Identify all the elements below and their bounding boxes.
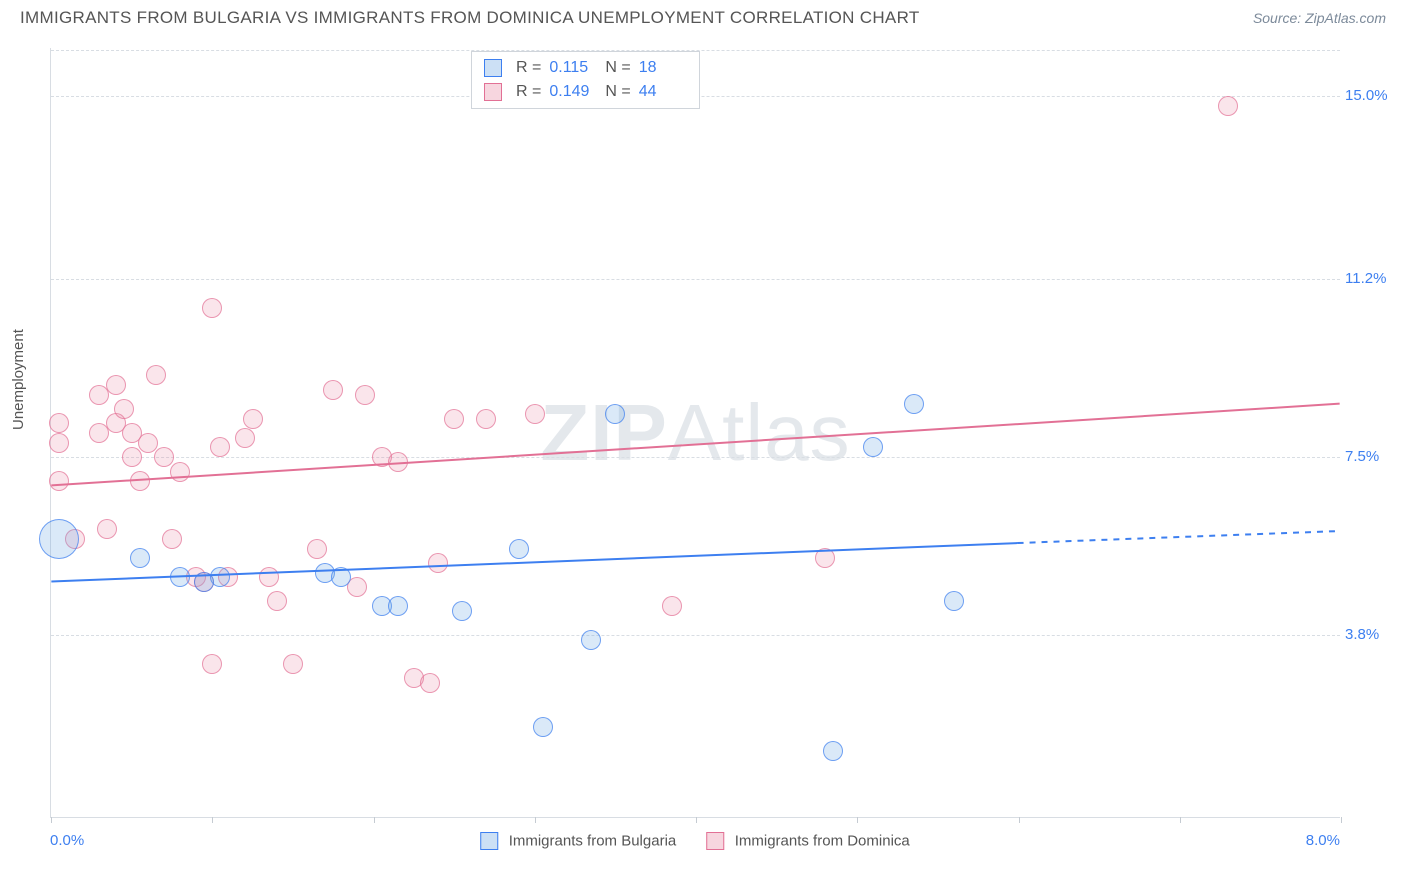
trendline (1018, 531, 1340, 543)
data-point-pink (444, 409, 464, 429)
data-point-pink (122, 447, 142, 467)
data-point-pink (146, 365, 166, 385)
y-tick-label: 11.2% (1345, 270, 1400, 287)
data-point-pink (210, 437, 230, 457)
x-tick (51, 817, 52, 823)
data-point-blue (605, 404, 625, 424)
data-point-blue (509, 539, 529, 559)
data-point-pink (267, 591, 287, 611)
data-point-blue (533, 717, 553, 737)
x-tick (1180, 817, 1181, 823)
data-point-blue (130, 548, 150, 568)
stats-legend-row-pink: R = 0.149 N = 44 (484, 80, 687, 104)
watermark: ZIPAtlas (540, 387, 850, 479)
data-point-blue (863, 437, 883, 457)
data-point-pink (355, 385, 375, 405)
data-point-pink (815, 548, 835, 568)
data-point-blue (904, 394, 924, 414)
chart-header: IMMIGRANTS FROM BULGARIA VS IMMIGRANTS F… (0, 0, 1406, 32)
data-point-blue (39, 519, 79, 559)
data-point-pink (49, 413, 69, 433)
gridline (51, 279, 1340, 280)
x-tick (857, 817, 858, 823)
data-point-blue (944, 591, 964, 611)
swatch-pink-icon (706, 832, 724, 850)
gridline (51, 635, 1340, 636)
data-point-blue (581, 630, 601, 650)
data-point-pink (259, 567, 279, 587)
y-tick-label: 3.8% (1345, 626, 1400, 643)
swatch-pink-icon (484, 83, 502, 101)
series-legend: Immigrants from Bulgaria Immigrants from… (480, 832, 910, 850)
data-point-pink (235, 428, 255, 448)
x-min-label: 0.0% (50, 832, 84, 849)
data-point-blue (823, 741, 843, 761)
stats-legend-row-blue: R = 0.115 N = 18 (484, 56, 687, 80)
data-point-pink (114, 399, 134, 419)
data-point-pink (202, 298, 222, 318)
data-point-pink (283, 654, 303, 674)
data-point-pink (170, 462, 190, 482)
x-tick (374, 817, 375, 823)
stats-legend: R = 0.115 N = 18 R = 0.149 N = 44 (471, 51, 700, 109)
x-max-label: 8.0% (1306, 832, 1340, 849)
data-point-pink (323, 380, 343, 400)
data-point-pink (162, 529, 182, 549)
data-point-pink (106, 375, 126, 395)
chart-title: IMMIGRANTS FROM BULGARIA VS IMMIGRANTS F… (20, 8, 920, 28)
data-point-pink (202, 654, 222, 674)
data-point-pink (130, 471, 150, 491)
x-tick (212, 817, 213, 823)
data-point-pink (525, 404, 545, 424)
x-axis-labels: 0.0% Immigrants from Bulgaria Immigrants… (50, 832, 1340, 857)
y-axis-label: Unemployment (10, 329, 27, 430)
gridline (51, 457, 1340, 458)
x-tick (1341, 817, 1342, 823)
data-point-pink (428, 553, 448, 573)
data-point-pink (97, 519, 117, 539)
source-label: Source: ZipAtlas.com (1253, 10, 1386, 26)
data-point-pink (243, 409, 263, 429)
data-point-blue (331, 567, 351, 587)
data-point-pink (154, 447, 174, 467)
data-point-pink (388, 452, 408, 472)
data-point-blue (170, 567, 190, 587)
data-point-pink (1218, 96, 1238, 116)
plot-area: ZIPAtlas R = 0.115 N = 18 R = 0.149 N = … (50, 48, 1340, 818)
data-point-pink (307, 539, 327, 559)
data-point-pink (420, 673, 440, 693)
x-tick (1019, 817, 1020, 823)
legend-item-dominica: Immigrants from Dominica (706, 832, 910, 850)
data-point-blue (210, 567, 230, 587)
y-tick-label: 7.5% (1345, 448, 1400, 465)
data-point-blue (452, 601, 472, 621)
data-point-pink (662, 596, 682, 616)
data-point-pink (49, 471, 69, 491)
y-tick-label: 15.0% (1345, 87, 1400, 104)
x-tick (535, 817, 536, 823)
swatch-blue-icon (480, 832, 498, 850)
x-tick (696, 817, 697, 823)
data-point-pink (138, 433, 158, 453)
data-point-pink (476, 409, 496, 429)
data-point-blue (388, 596, 408, 616)
legend-item-bulgaria: Immigrants from Bulgaria (480, 832, 676, 850)
data-point-pink (49, 433, 69, 453)
swatch-blue-icon (484, 59, 502, 77)
